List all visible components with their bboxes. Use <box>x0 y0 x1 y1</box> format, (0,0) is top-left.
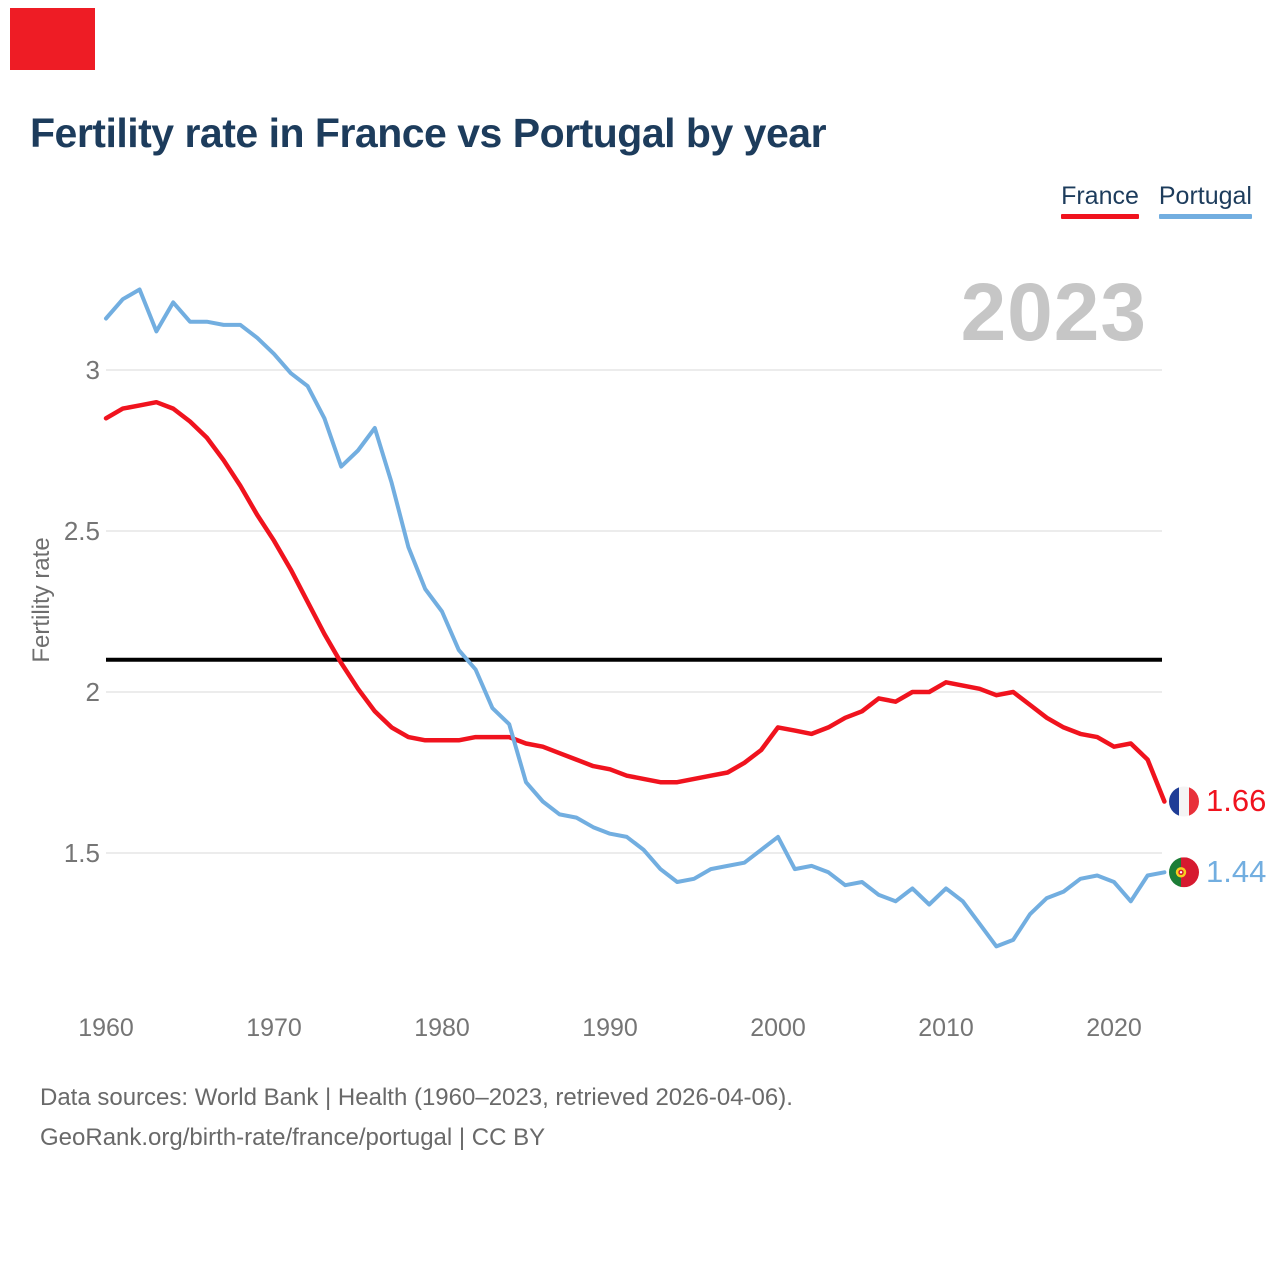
y-tick-label: 3 <box>85 355 100 385</box>
legend-swatch-portugal <box>1158 214 1252 219</box>
legend: France Portugal <box>1061 182 1252 219</box>
x-tick-label: 1990 <box>582 1014 638 1042</box>
portugal-flag-icon <box>1169 857 1199 888</box>
x-tick-label: 2020 <box>1086 1014 1142 1042</box>
legend-item-portugal[interactable]: Portugal <box>1158 182 1252 219</box>
y-tick-label: 2.5 <box>63 516 100 546</box>
legend-label-portugal: Portugal <box>1158 182 1252 210</box>
france-end-value: 1.66 <box>1206 783 1267 819</box>
legend-item-france[interactable]: France <box>1061 182 1139 219</box>
legend-label-france: France <box>1061 182 1139 210</box>
y-tick-label: 1.5 <box>63 838 100 868</box>
x-tick-label: 2010 <box>918 1014 974 1042</box>
x-tick-label: 2000 <box>750 1014 806 1042</box>
year-watermark: 2023 <box>960 267 1147 358</box>
corner-watermark-square <box>10 8 95 70</box>
data-series <box>103 287 1167 949</box>
data-sources-note: Data sources: World Bank | Health (1960–… <box>40 1084 793 1111</box>
page-title: Fertility rate in France vs Portugal by … <box>30 110 827 156</box>
attribution-note: GeoRank.org/birth-rate/france/portugal |… <box>40 1124 546 1151</box>
x-tick-label: 1970 <box>246 1014 302 1042</box>
legend-swatch-france <box>1061 214 1139 219</box>
gridlines <box>106 369 1162 854</box>
x-tick-label: 1960 <box>78 1014 134 1042</box>
series-line-france <box>103 399 1167 804</box>
y-tick-label: 2 <box>85 677 100 707</box>
france-flag-icon <box>1169 786 1199 817</box>
x-tick-label: 1980 <box>414 1014 470 1042</box>
series-line-portugal <box>104 287 1167 949</box>
portugal-end-value: 1.44 <box>1206 854 1267 890</box>
